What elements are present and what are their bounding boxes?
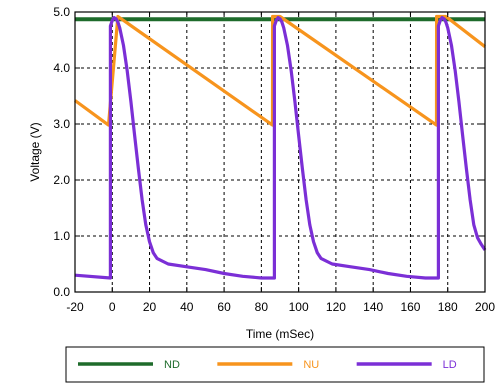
tick-layer: -20 0 20 40 60 80 100 120 140 160 180 200 0.0 1.0 2.0 3…: [53, 5, 495, 314]
x-tick-label: 140: [363, 300, 383, 314]
plot-background: [75, 12, 485, 292]
x-tick-label: 0: [109, 300, 116, 314]
x-tick-label: 180: [438, 300, 458, 314]
x-tick-label: 40: [180, 300, 194, 314]
y-tick-label: 0.0: [53, 285, 70, 299]
x-tick-label: 20: [143, 300, 157, 314]
x-tick-label: 100: [289, 300, 309, 314]
legend-label-nd: ND: [164, 359, 180, 371]
x-tick-label: 80: [255, 300, 269, 314]
legend: ND NU LD: [65, 346, 485, 383]
legend-label-nu: NU: [303, 359, 319, 371]
y-tick-label: 3.0: [53, 117, 70, 131]
legend-label-ld: LD: [443, 359, 457, 371]
y-tick-label: 2.0: [53, 173, 70, 187]
series-layer: [74, 14, 487, 280]
x-tick-label: 60: [217, 300, 231, 314]
y-tick-label: 1.0: [53, 229, 70, 243]
x-tick-label: -20: [66, 300, 84, 314]
y-tick-label: 4.0: [53, 61, 70, 75]
grid-layer: [75, 12, 485, 292]
x-axis-title: Time (mSec): [246, 327, 314, 341]
plot-frame: [74, 11, 486, 293]
series-line-ld: [74, 16, 487, 280]
x-tick-label: 120: [326, 300, 346, 314]
y-tick-label: 5.0: [53, 5, 70, 19]
x-tick-label: 200: [475, 300, 495, 314]
x-tick-label: 160: [400, 300, 420, 314]
y-axis-title: Voltage (V): [28, 122, 42, 181]
